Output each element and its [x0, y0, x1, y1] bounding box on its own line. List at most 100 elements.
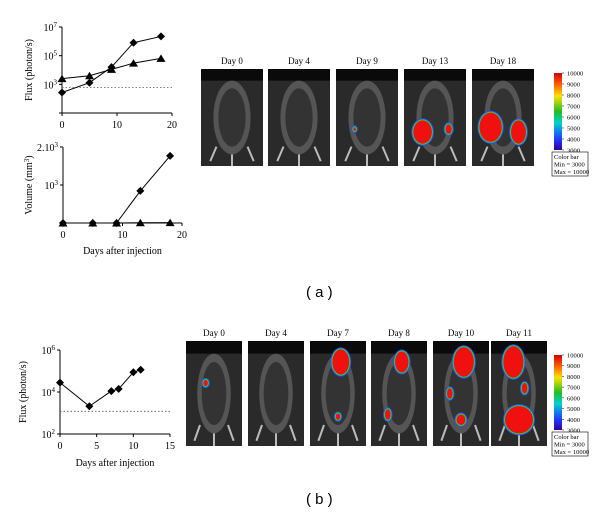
y-tick-label: 106 — [42, 344, 56, 357]
data-point-triangle — [88, 219, 98, 227]
data-point-diamond — [157, 32, 165, 41]
mouse-image-b-4: Day 10 — [433, 328, 489, 446]
x-tick-label: 15 — [165, 441, 175, 452]
mouse-image-b-0: Day 0 — [186, 328, 242, 446]
mouse-image-a-3: Day 13 — [404, 56, 466, 166]
image-header — [310, 341, 366, 354]
x-tick-label: 10 — [128, 441, 138, 452]
data-point-triangle — [107, 65, 116, 73]
data-point-diamond — [56, 378, 64, 387]
mouse-image-b-1: Day 4 — [248, 328, 304, 446]
color-bar-tick-label: 8000 — [567, 93, 580, 100]
mouse-limbs — [193, 424, 235, 446]
image-header — [201, 69, 263, 81]
panel-b-label: ( b ) — [306, 491, 333, 508]
image-header — [186, 341, 242, 354]
chart-b: 0 5 10 15 Flux (photon/s) Days after injectio… — [18, 349, 175, 469]
mouse-limbs — [209, 146, 255, 166]
day-label: Day 10 — [448, 328, 475, 338]
signal-core — [447, 388, 453, 399]
color-bar-tick-label: 5000 — [567, 126, 580, 133]
color-bar-tick-label: 10000 — [567, 353, 583, 360]
mouse-image-a-4: Day 18 — [472, 56, 534, 166]
mouse-limbs — [317, 424, 359, 446]
signal-core — [453, 347, 474, 377]
day-label: Day 4 — [288, 56, 310, 66]
color-bar-tick-label: 4000 — [567, 417, 580, 424]
color-bar-tick-label: 3000 — [567, 428, 580, 435]
mouse-fur — [353, 88, 381, 147]
day-label: Day 9 — [356, 56, 378, 66]
image-header — [336, 69, 398, 81]
color-bar-tick-label: 6000 — [567, 395, 580, 402]
color-bar-legend-text: Max = 10000 — [554, 449, 589, 456]
mouse-fur — [325, 362, 351, 425]
signal-core — [456, 414, 466, 425]
signal-core — [353, 127, 356, 132]
y-tick-label: 2.103 — [37, 141, 59, 154]
mouse-fur — [201, 362, 227, 425]
data-point-diamond — [114, 384, 123, 393]
color-bar-tick-label: 5000 — [567, 406, 580, 413]
y-tick-label: 102 — [42, 428, 56, 441]
signal-core — [503, 346, 524, 378]
mouse-fur — [285, 88, 313, 147]
mouse-fur — [263, 362, 289, 425]
series-line-diamond — [63, 155, 171, 224]
signal-core — [521, 383, 528, 394]
y-tick-label: 103 — [45, 179, 59, 192]
x-tick-label: 5 — [94, 441, 99, 452]
image-header — [248, 341, 304, 354]
color-bar-tick-label: 3000 — [567, 148, 580, 155]
day-label: Day 8 — [388, 328, 410, 338]
x-tick-label: 10 — [112, 120, 122, 131]
mouse-limbs — [480, 146, 526, 166]
image-header — [472, 69, 534, 81]
data-point-diamond — [129, 368, 138, 377]
color-bar-tick-label: 4000 — [567, 137, 580, 144]
day-label: Day 13 — [422, 56, 449, 66]
y-axis-label: Volume (mm3) — [23, 155, 35, 214]
color-bar-legend-text: Max = 10000 — [554, 169, 589, 176]
signal-core — [413, 120, 432, 144]
mouse-limbs — [344, 146, 390, 166]
data-point-triangle — [156, 54, 166, 62]
y-tick-label: 105 — [44, 50, 58, 63]
signal-core — [332, 349, 350, 375]
color-bar-tick-label: 7000 — [567, 385, 580, 392]
chart-a-top: 0 10 20 Flux (photon/s) — [24, 26, 177, 131]
x-tick-label: 20 — [177, 230, 187, 241]
panel-a-label: ( a ) — [306, 284, 333, 301]
signal-core — [203, 379, 208, 387]
color-bar — [554, 73, 562, 150]
image-header — [371, 341, 427, 354]
image-header — [268, 69, 330, 81]
data-point-triangle — [112, 219, 122, 227]
image-header — [404, 69, 466, 81]
y-axis-label: Flux (photon/s) — [24, 39, 35, 101]
data-point-diamond — [136, 186, 145, 195]
color-bar-legend-text: Min = 3000 — [554, 442, 585, 449]
x-tick-label: 0 — [60, 120, 65, 131]
signal-core — [511, 120, 526, 144]
day-label: Day 7 — [327, 328, 349, 338]
x-tick-label: 0 — [61, 230, 66, 241]
day-label: Day 18 — [490, 56, 517, 66]
x-tick-label: 10 — [118, 230, 128, 241]
data-point-diamond — [166, 151, 175, 160]
color-bar-tick-label: 7000 — [567, 104, 580, 111]
data-point-diamond — [58, 88, 66, 97]
signal-core — [505, 406, 533, 434]
color-bar-legend-box — [551, 151, 589, 177]
y-tick-label: 103 — [44, 78, 58, 91]
data-point-diamond — [85, 78, 94, 87]
mouse-fur — [386, 362, 412, 425]
data-point-triangle — [58, 219, 68, 227]
day-label: Day 4 — [265, 328, 287, 338]
color-bar-legend-text: Color bar — [554, 154, 580, 161]
data-point-triangle — [129, 59, 138, 67]
color-bar-legend-text: Color bar — [554, 434, 580, 441]
